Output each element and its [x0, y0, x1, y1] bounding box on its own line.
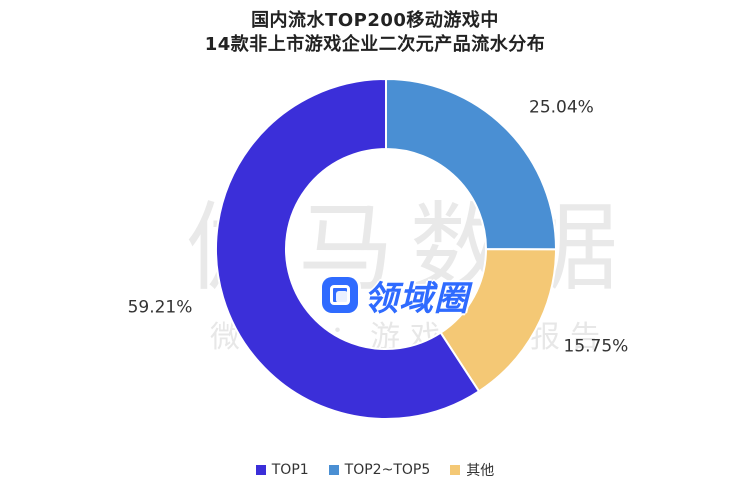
data-label-top2-top5: 25.04% [529, 97, 594, 117]
legend-label: TOP1 [271, 462, 309, 478]
legend-label: TOP2~TOP5 [344, 462, 431, 478]
slice-top1 [215, 77, 481, 420]
legend-swatch [328, 465, 339, 475]
data-label-other: 15.75% [564, 336, 629, 356]
legend-item-top1: TOP1 [255, 460, 309, 480]
chart-subtitle: 14款非上市游戏企业二次元产品流水分布 [204, 34, 546, 55]
chart-title: 国内流水TOP200移动游戏中 [251, 10, 499, 31]
data-label-top1: 59.21% [128, 298, 193, 318]
chart-legend: TOP1 TOP2~TOP5 其他 [0, 460, 750, 480]
slice-top2-top5 [385, 77, 557, 251]
legend-label: 其他 [466, 463, 495, 479]
logo: 领域圈 [322, 272, 469, 319]
square-logo-icon [322, 277, 358, 313]
legend-item-top2-top5: TOP2~TOP5 [328, 460, 431, 480]
legend-item-other: 其他 [450, 460, 494, 480]
logo-text: 领域圈 [364, 278, 469, 319]
legend-swatch [255, 465, 266, 475]
legend-swatch [450, 465, 461, 475]
